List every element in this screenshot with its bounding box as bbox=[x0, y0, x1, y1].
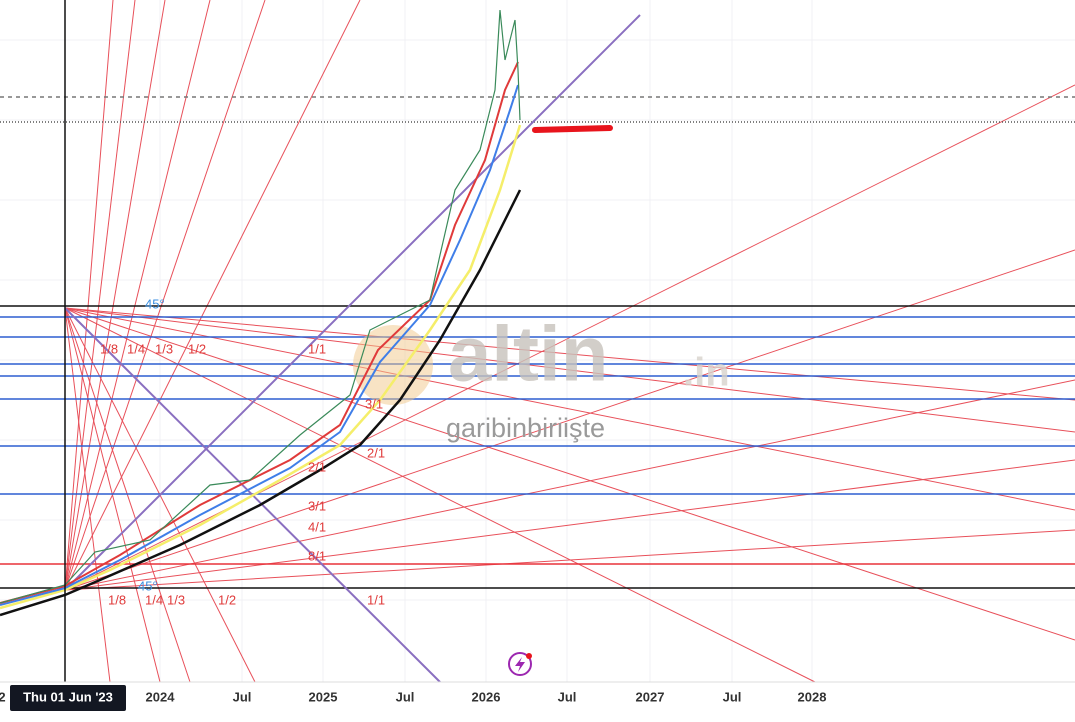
crosshair-label-box bbox=[10, 685, 126, 711]
fan-ray bbox=[64, 0, 114, 591]
fan-ray bbox=[64, 307, 161, 683]
ratio-label: 1/3 bbox=[167, 592, 185, 607]
fan-ray bbox=[64, 0, 361, 591]
ratio-label: 1/8 bbox=[100, 341, 118, 356]
ratio-label: 2/1 bbox=[367, 445, 385, 460]
ratio-label: 2/1 bbox=[308, 459, 326, 474]
fan-ray bbox=[64, 307, 816, 683]
fan-ray bbox=[64, 307, 111, 683]
time-label: 2028 bbox=[798, 689, 827, 704]
watermark-suffix: .in bbox=[683, 351, 730, 395]
alert-icon[interactable] bbox=[508, 652, 532, 676]
ratio-label: 1/4 bbox=[127, 341, 145, 356]
mid-ma bbox=[0, 124, 522, 610]
ratio-label: 1/1 bbox=[367, 592, 385, 607]
time-label: Jul bbox=[396, 689, 415, 704]
ratio-label: 1/4 bbox=[145, 592, 163, 607]
angle-label: 45° bbox=[138, 578, 158, 593]
marker-line bbox=[532, 125, 613, 133]
time-label: 2027 bbox=[636, 689, 665, 704]
ratio-label: 3/1 bbox=[365, 396, 383, 411]
price-candles bbox=[0, 9, 521, 604]
time-axis-labels: 2 2024 Jul 2025 Jul 2026 Jul 2027 Jul 2028 bbox=[0, 689, 826, 704]
watermark: altin .in garibinbiriişte bbox=[353, 310, 730, 443]
watermark-brand: altin bbox=[448, 310, 608, 398]
ratio-label: 1/2 bbox=[218, 592, 236, 607]
levels bbox=[0, 96, 1075, 589]
price-plots bbox=[0, 9, 613, 617]
blue-levels bbox=[0, 316, 1075, 495]
ratio-label: 1/1 bbox=[308, 341, 326, 356]
fan-ray bbox=[64, 307, 191, 683]
crosshair-label: Thu 01 Jun '23 bbox=[23, 689, 113, 704]
fan-ray bbox=[64, 0, 266, 591]
fan-ray bbox=[64, 0, 166, 591]
ratio-label: 1/2 bbox=[188, 341, 206, 356]
time-label: 2025 bbox=[309, 689, 338, 704]
angle-label: 45° bbox=[145, 296, 165, 311]
fast-ma bbox=[0, 61, 519, 604]
time-label: 2024 bbox=[146, 689, 176, 704]
time-label: Jul bbox=[233, 689, 252, 704]
fan-ray bbox=[64, 307, 1075, 433]
ratio-label: 8/1 bbox=[308, 548, 326, 563]
time-label: 2 bbox=[0, 689, 6, 704]
fan-ray bbox=[64, 307, 1075, 401]
long-ma bbox=[0, 189, 522, 617]
short-ma bbox=[0, 84, 519, 606]
fan-ray bbox=[64, 459, 1075, 591]
watermark-tagline: garibinbiriişte bbox=[446, 413, 605, 443]
ratio-label: 3/1 bbox=[308, 498, 326, 513]
ratio-label: 4/1 bbox=[308, 519, 326, 534]
ratio-label: 1/8 bbox=[108, 592, 126, 607]
ratio-label: 1/3 bbox=[155, 341, 173, 356]
time-label: Jul bbox=[558, 689, 577, 704]
fan-ray bbox=[64, 307, 1075, 511]
fan-ray bbox=[64, 0, 211, 591]
time-label: Jul bbox=[723, 689, 742, 704]
time-axis bbox=[0, 682, 1075, 722]
fan-labels: 45° 45° 1/8 1/4 1/3 1/2 1/1 1/8 1/4 1/3 1/2 1/1 2/1 3… bbox=[100, 296, 385, 607]
alert-dot bbox=[526, 653, 532, 659]
fan-ray bbox=[64, 0, 136, 591]
grid bbox=[0, 0, 1075, 682]
time-label: 2026 bbox=[472, 689, 501, 704]
alert-bolt bbox=[515, 657, 525, 672]
fan-ray bbox=[64, 379, 1075, 591]
